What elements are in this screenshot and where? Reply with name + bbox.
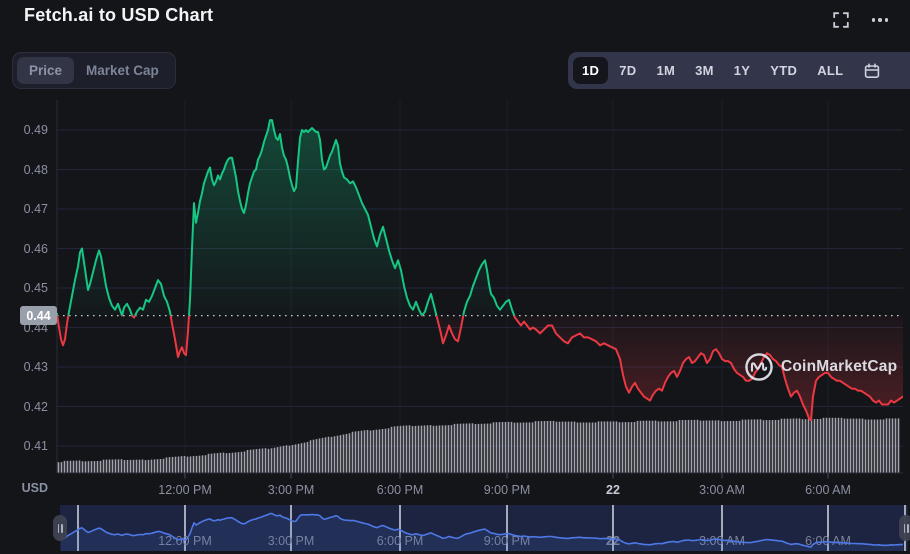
x-axis-label: 6:00 AM <box>805 483 851 497</box>
y-axis-label: 0.47 <box>23 202 48 216</box>
y-axis-unit: USD <box>21 481 48 495</box>
range-7d-button[interactable]: 7D <box>610 57 645 84</box>
navigator-line <box>60 512 904 548</box>
navigator-right-handle[interactable] <box>899 515 910 541</box>
price-area-down <box>57 315 903 421</box>
current-price-badge: 0.44 <box>20 306 57 325</box>
toggle-price-button[interactable]: Price <box>17 57 75 84</box>
range-1d-button[interactable]: 1D <box>573 57 609 84</box>
page-title: Fetch.ai to USD Chart <box>24 5 214 25</box>
navigator-time-label: 22 <box>606 534 620 548</box>
navigator-background <box>60 505 908 551</box>
volume-bars <box>57 417 900 473</box>
y-axis-label: 0.46 <box>23 241 48 256</box>
calendar-icon <box>865 62 880 78</box>
calendar-button[interactable] <box>854 57 890 85</box>
navigator-area <box>61 513 903 551</box>
y-axis-label: 0.43 <box>23 360 48 374</box>
y-axis-label: 0.41 <box>23 439 48 453</box>
y-axis-label: 0.42 <box>23 399 48 414</box>
x-axis-label: 3:00 AM <box>699 483 745 497</box>
toggle-marketcap-button[interactable]: Market Cap <box>74 57 171 84</box>
y-axis-label: 0.48 <box>23 162 48 177</box>
timeframe-bar: 1D 7D 1M 3M 1Y YTD ALL LOG <box>568 52 910 89</box>
navigator-time-label: 9:00 PM <box>484 534 531 548</box>
x-axis-label: 12:00 PM <box>158 483 212 497</box>
price-line-up <box>57 119 516 316</box>
range-ytd-button[interactable]: YTD <box>761 57 806 84</box>
x-axis-label: 9:00 PM <box>483 483 531 497</box>
fullscreen-button[interactable] <box>830 9 852 31</box>
more-options-button[interactable] <box>866 9 894 31</box>
range-1y-button[interactable]: 1Y <box>725 57 760 84</box>
navigator-time-label: 6:00 PM <box>377 534 424 548</box>
x-axis-label: 22 <box>606 483 620 497</box>
navigator-time-label: 12:00 PM <box>158 534 212 548</box>
price-area-up <box>57 120 903 316</box>
range-all-button[interactable]: ALL <box>808 57 852 84</box>
navigator-left-handle[interactable] <box>53 515 67 541</box>
ellipsis-icon <box>871 18 876 22</box>
x-axis-label: 6:00 PM <box>376 483 424 497</box>
y-axis-label: 0.49 <box>23 123 48 137</box>
fullscreen-icon <box>833 12 849 28</box>
navigator: 12:00 PM 3:00 PM 6:00 PM 9:00 PM 22 3:00 AM 6:… <box>60 505 908 551</box>
x-axis-label: 3:00 PM <box>267 483 315 497</box>
view-toggle: Price Market Cap <box>12 52 176 89</box>
range-3m-button[interactable]: 3M <box>686 57 723 84</box>
log-scale-button[interactable]: LOG <box>902 57 910 84</box>
navigator-time-label: 3:00 PM <box>268 534 315 548</box>
range-1m-button[interactable]: 1M <box>647 57 684 84</box>
y-axis-label: 0.45 <box>23 281 48 295</box>
